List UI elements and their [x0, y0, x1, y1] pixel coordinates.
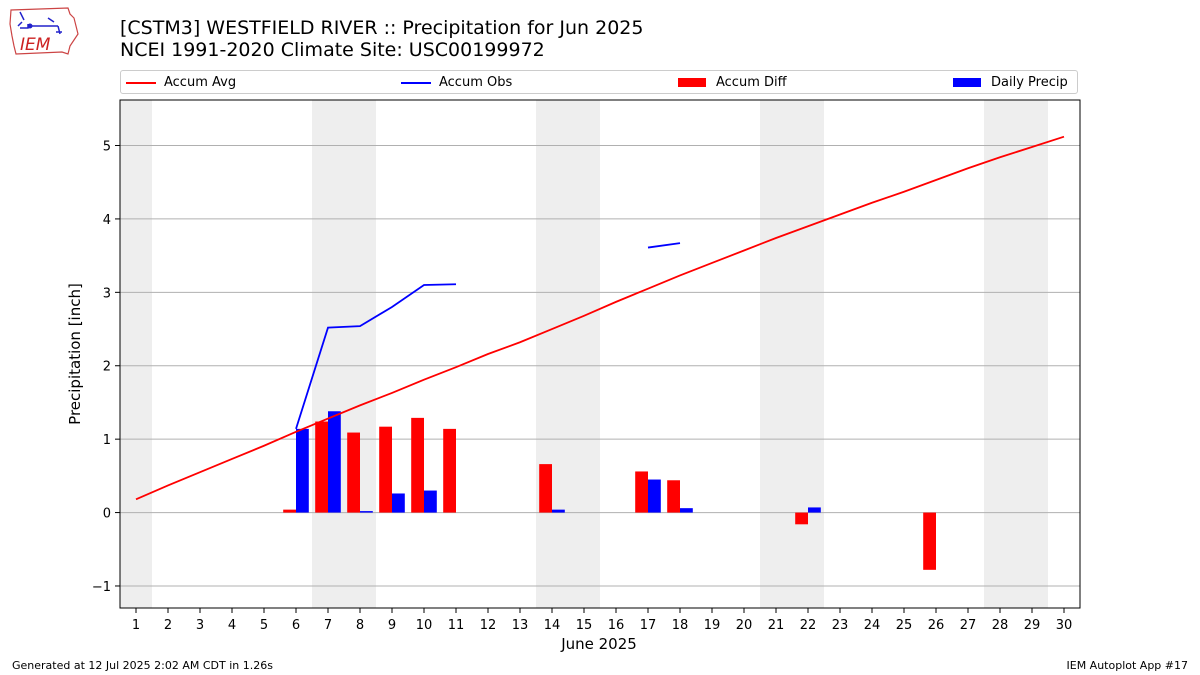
daily-precip-bar [296, 428, 309, 513]
weekend-shade [120, 100, 152, 608]
y-tick-label: 0 [103, 507, 111, 522]
weekend-shade [760, 100, 792, 608]
weekend-shade [568, 100, 600, 608]
x-tick-label: 18 [672, 618, 689, 633]
accum-avg-line [135, 135, 1065, 501]
iem-logo: IEM [8, 6, 80, 58]
accum-diff-bar [411, 417, 424, 513]
x-tick-label: 20 [736, 618, 753, 633]
daily-precip-bar [424, 490, 437, 513]
x-tick-label: 26 [928, 618, 945, 633]
legend-swatch-red-box [678, 78, 706, 87]
daily-precip-bar [648, 479, 661, 513]
accum-diff-bar [635, 471, 648, 513]
weekend-shade [984, 100, 1016, 608]
x-tick-label: 15 [576, 618, 593, 633]
title-line-2: NCEI 1991-2020 Climate Site: USC00199972 [120, 39, 545, 61]
accum-diff-bar [283, 509, 296, 513]
x-tick-label: 8 [356, 618, 364, 633]
accum-diff-bar [667, 480, 680, 513]
title-line-1: [CSTM3] WESTFIELD RIVER :: Precipitation… [120, 17, 644, 39]
legend-label: Daily Precip [991, 75, 1068, 90]
legend-swatch-blue-box [953, 78, 981, 87]
plot-frame [119, 99, 1081, 609]
weekend-shade [792, 100, 824, 608]
x-tick-label: 3 [196, 618, 204, 633]
legend-label: Accum Obs [439, 75, 513, 90]
legend-label: Accum Avg [164, 75, 237, 90]
x-tick-label: 11 [448, 618, 465, 633]
iem-iowa-logo-icon: IEM [9, 7, 79, 55]
x-tick-label: 5 [260, 618, 268, 633]
accum-diff-bar [539, 464, 552, 513]
legend-label: Accum Diff [716, 75, 787, 90]
daily-precip-bar [360, 511, 373, 513]
weekend-shade [312, 100, 344, 608]
x-tick-label: 7 [324, 618, 332, 633]
x-tick-label: 12 [480, 618, 497, 633]
x-tick-label: 4 [228, 618, 236, 633]
x-axis-label: June 2025 [560, 635, 637, 653]
daily-precip-bar [680, 508, 693, 513]
y-tick-label: 3 [103, 286, 111, 301]
accum-diff-bar [347, 432, 360, 513]
weekend-shade [344, 100, 376, 608]
x-tick-label: 14 [544, 618, 561, 633]
accum-diff-bar [315, 421, 328, 513]
chart-legend: Accum Avg Accum Obs Accum Diff Daily Pre… [120, 70, 1078, 94]
legend-swatch-blue-line [401, 81, 431, 84]
x-tick-label: 30 [1056, 618, 1073, 633]
x-tick-label: 10 [416, 618, 433, 633]
y-axis-label: Precipitation [inch] [66, 283, 84, 425]
accum-diff-bar [923, 512, 936, 570]
accum-diff-bar [795, 512, 808, 525]
x-tick-label: 23 [832, 618, 849, 633]
weekend-shade [1016, 100, 1048, 608]
x-tick-label: 29 [1024, 618, 1041, 633]
accum-obs-line [295, 283, 457, 430]
footer-app: IEM Autoplot App #17 [1066, 659, 1189, 672]
x-tick-label: 19 [704, 618, 721, 633]
x-tick-label: 21 [768, 618, 785, 633]
footer-generated: Generated at 12 Jul 2025 2:02 AM CDT in … [12, 659, 273, 672]
daily-precip-bar [808, 507, 821, 513]
accum-obs-line [647, 242, 681, 249]
weekend-shade [536, 100, 568, 608]
x-tick-label: 17 [640, 618, 657, 633]
x-tick-label: 9 [388, 618, 396, 633]
y-tick-label: 1 [103, 433, 111, 448]
x-tick-label: 16 [608, 618, 625, 633]
legend-item-daily-precip: Daily Precip [953, 74, 1068, 92]
y-tick-label: −1 [92, 580, 111, 595]
x-tick-label: 24 [864, 618, 881, 633]
accum-diff-bar [379, 426, 392, 513]
y-tick-label: 5 [103, 140, 111, 155]
x-tick-label: 13 [512, 618, 529, 633]
accum-diff-bar [443, 428, 456, 513]
x-tick-label: 25 [896, 618, 913, 633]
legend-item-accum-obs: Accum Obs [401, 74, 512, 92]
x-tick-label: 22 [800, 618, 817, 633]
chart-title: [CSTM3] WESTFIELD RIVER :: Precipitation… [120, 17, 643, 61]
daily-precip-bar [392, 493, 405, 513]
legend-item-accum-diff: Accum Diff [678, 74, 787, 92]
x-tick-label: 1 [132, 618, 140, 633]
x-tick-label: 6 [292, 618, 300, 633]
y-tick-label: 2 [103, 360, 111, 375]
y-tick-label: 4 [103, 213, 111, 228]
x-tick-label: 28 [992, 618, 1009, 633]
x-tick-label: 2 [164, 618, 172, 633]
daily-precip-bar [328, 411, 341, 513]
x-tick-label: 27 [960, 618, 977, 633]
legend-item-accum-avg: Accum Avg [126, 74, 236, 92]
daily-precip-bar [552, 509, 565, 513]
legend-swatch-red-line [126, 81, 156, 84]
logo-text: IEM [20, 35, 51, 55]
